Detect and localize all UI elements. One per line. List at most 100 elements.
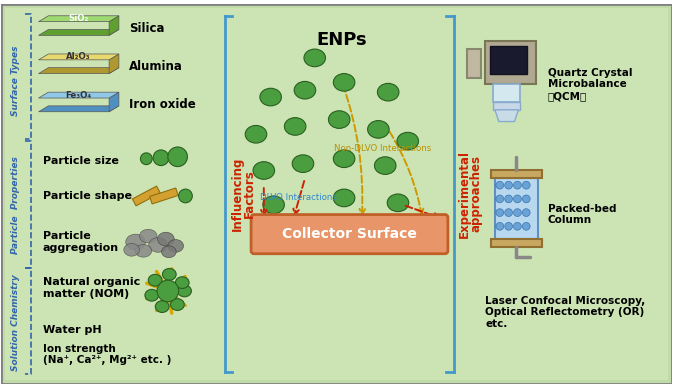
Bar — [493, 102, 521, 110]
Ellipse shape — [148, 274, 162, 286]
Ellipse shape — [514, 222, 521, 230]
Text: SiO₂: SiO₂ — [68, 14, 89, 23]
Text: DLVO Interactions: DLVO Interactions — [260, 193, 337, 203]
Ellipse shape — [368, 121, 389, 138]
Ellipse shape — [505, 209, 512, 217]
Ellipse shape — [168, 147, 188, 166]
Ellipse shape — [260, 88, 282, 106]
Ellipse shape — [124, 243, 140, 256]
Ellipse shape — [177, 285, 191, 297]
Ellipse shape — [334, 74, 355, 91]
Ellipse shape — [175, 277, 189, 289]
Text: Influencing: Influencing — [231, 157, 244, 231]
Ellipse shape — [496, 222, 503, 230]
Ellipse shape — [328, 111, 350, 128]
Polygon shape — [38, 16, 119, 22]
Text: Water pH: Water pH — [42, 325, 101, 335]
Ellipse shape — [253, 162, 275, 179]
Text: ENPs: ENPs — [317, 31, 367, 49]
Bar — [493, 84, 521, 102]
Ellipse shape — [179, 189, 192, 203]
Ellipse shape — [155, 301, 169, 312]
Ellipse shape — [505, 195, 512, 203]
Ellipse shape — [387, 194, 409, 211]
Ellipse shape — [496, 195, 503, 203]
Ellipse shape — [135, 244, 151, 257]
Ellipse shape — [162, 246, 176, 258]
Text: Quartz Crystal
Microbalance
（QCM）: Quartz Crystal Microbalance （QCM） — [548, 68, 632, 101]
Ellipse shape — [292, 155, 314, 172]
Ellipse shape — [514, 195, 521, 203]
Text: approaches: approaches — [470, 156, 483, 232]
Text: Iron oxide: Iron oxide — [129, 99, 195, 111]
Polygon shape — [495, 110, 519, 121]
Text: Solution Chemistry: Solution Chemistry — [10, 274, 20, 371]
Text: Factors: Factors — [242, 170, 256, 218]
Text: Packed-bed
Column: Packed-bed Column — [548, 204, 616, 225]
Ellipse shape — [304, 49, 325, 67]
Ellipse shape — [505, 181, 512, 189]
Ellipse shape — [168, 239, 184, 252]
Polygon shape — [38, 92, 119, 98]
Text: Ion strength
(Na⁺, Ca²⁺, Mg²⁺ etc. ): Ion strength (Na⁺, Ca²⁺, Mg²⁺ etc. ) — [42, 344, 171, 365]
Ellipse shape — [158, 232, 174, 246]
Ellipse shape — [245, 125, 266, 143]
Text: Particle size: Particle size — [42, 156, 119, 166]
Bar — [495, 178, 538, 239]
Text: Surface Types: Surface Types — [10, 45, 20, 116]
Text: Particle shape: Particle shape — [42, 191, 132, 201]
Ellipse shape — [505, 222, 512, 230]
Ellipse shape — [523, 181, 530, 189]
Polygon shape — [132, 186, 160, 206]
Ellipse shape — [157, 280, 179, 302]
Bar — [491, 239, 542, 247]
Ellipse shape — [334, 189, 355, 207]
Text: Fe₃O₄: Fe₃O₄ — [66, 91, 92, 100]
Ellipse shape — [523, 222, 530, 230]
Ellipse shape — [523, 209, 530, 217]
Text: Collector Surface: Collector Surface — [282, 227, 417, 241]
Text: Particle
aggregation: Particle aggregation — [42, 231, 119, 253]
Ellipse shape — [171, 299, 184, 310]
Ellipse shape — [496, 181, 503, 189]
Polygon shape — [38, 54, 119, 60]
Polygon shape — [109, 16, 119, 35]
Ellipse shape — [377, 83, 399, 101]
Ellipse shape — [149, 237, 167, 252]
Text: Al₂O₃: Al₂O₃ — [66, 52, 91, 61]
Ellipse shape — [140, 153, 152, 165]
FancyBboxPatch shape — [251, 215, 448, 254]
Text: Non-DLVO Interactions: Non-DLVO Interactions — [334, 144, 432, 154]
Polygon shape — [150, 188, 178, 204]
Polygon shape — [109, 54, 119, 74]
Bar — [467, 49, 481, 78]
Bar — [490, 46, 527, 74]
Bar — [485, 41, 536, 84]
Ellipse shape — [294, 81, 316, 99]
Ellipse shape — [397, 132, 419, 150]
Text: Particle  Properties: Particle Properties — [10, 156, 20, 254]
Ellipse shape — [334, 150, 355, 168]
Ellipse shape — [140, 229, 157, 243]
Ellipse shape — [284, 118, 306, 135]
Text: Alumina: Alumina — [129, 60, 183, 73]
Ellipse shape — [514, 181, 521, 189]
Ellipse shape — [263, 196, 284, 213]
Polygon shape — [109, 92, 119, 112]
Ellipse shape — [126, 234, 145, 250]
Text: Experimental: Experimental — [458, 150, 471, 238]
Polygon shape — [38, 106, 119, 112]
Bar — [491, 170, 542, 178]
Ellipse shape — [162, 268, 176, 280]
Text: Laser Confocal Microscopy,
Optical Reflectometry (OR)
etc.: Laser Confocal Microscopy, Optical Refle… — [485, 296, 645, 329]
Text: Silica: Silica — [129, 22, 164, 35]
Polygon shape — [38, 29, 119, 35]
Ellipse shape — [145, 289, 159, 301]
Ellipse shape — [153, 150, 169, 166]
Ellipse shape — [496, 209, 503, 217]
Polygon shape — [38, 68, 119, 74]
Ellipse shape — [375, 157, 396, 175]
Ellipse shape — [523, 195, 530, 203]
Ellipse shape — [514, 209, 521, 217]
Text: Natural organic
matter (NOM): Natural organic matter (NOM) — [42, 277, 140, 299]
